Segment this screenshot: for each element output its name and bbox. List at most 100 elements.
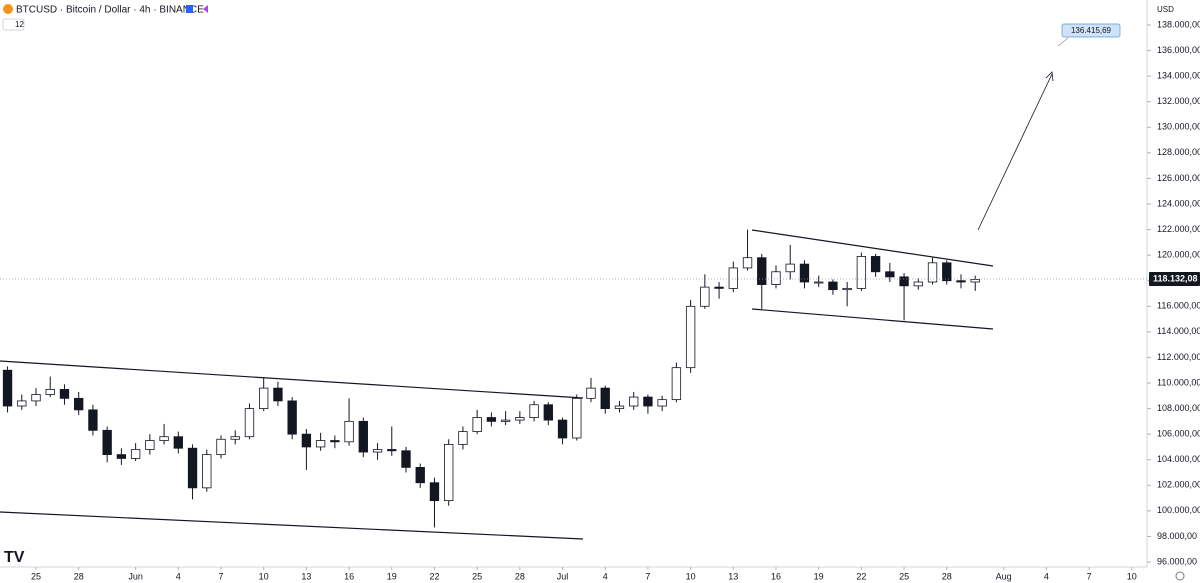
candle-body (159, 436, 169, 441)
candle-body (970, 279, 980, 283)
x-tick-label: Jun (128, 571, 143, 581)
candle-body (629, 396, 639, 407)
chart-title: BTCUSD · Bitcoin / Dollar · 4h · BINANCE (16, 5, 204, 16)
candle-body (728, 267, 738, 289)
candle-body (842, 287, 852, 291)
candle-body (259, 387, 269, 409)
candle-body (671, 367, 682, 401)
label-pointer (1057, 37, 1069, 47)
candle-body (273, 387, 283, 402)
candle-body (814, 281, 824, 284)
candle-body (828, 281, 838, 291)
flag-icon (186, 5, 193, 13)
y-tick-label: 108.000,00 (1157, 403, 1200, 413)
candle-body (685, 305, 696, 369)
y-tick-label: 116.000,00 (1157, 301, 1200, 311)
y-tick-label: 120.000,00 (1157, 250, 1200, 260)
logo: TV (4, 549, 25, 566)
candle-body (458, 431, 468, 445)
candle-body (657, 399, 667, 407)
candle-body (202, 454, 212, 489)
trendline (751, 308, 994, 330)
candle-body (130, 449, 141, 459)
x-tick-label: 19 (814, 571, 824, 581)
candle-body (59, 389, 70, 399)
arrow (977, 73, 1053, 231)
candle-body (301, 433, 312, 448)
candle-body (74, 397, 84, 411)
candle-body (401, 450, 411, 468)
candle-body (116, 454, 127, 459)
interval-badge[interactable]: 12 (15, 20, 24, 29)
candle-body (216, 438, 226, 456)
x-tick-label: 13 (728, 571, 738, 581)
candle-body (913, 281, 923, 287)
y-tick-label: 112.000,00 (1157, 352, 1200, 362)
y-tick-label: 136.000,00 (1157, 45, 1200, 55)
x-tick-label: 4 (1044, 571, 1049, 581)
candle-body (614, 405, 625, 409)
candle-body (557, 419, 568, 439)
candle-body (942, 262, 952, 282)
y-tick-label: 138.000,00 (1157, 19, 1200, 29)
x-tick-label: 16 (344, 571, 354, 581)
y-tick-label: 106.000,00 (1157, 429, 1200, 439)
x-tick-label: 25 (31, 571, 41, 581)
x-tick-label: 10 (686, 571, 696, 581)
last-price-label: 118.132,08 (1153, 273, 1198, 283)
candle-body (757, 257, 767, 285)
candle-body (771, 271, 781, 285)
x-tick-label: 7 (645, 571, 650, 581)
candle-body (742, 257, 753, 269)
candle-body (330, 440, 340, 443)
candle-body (572, 397, 582, 439)
last-price-box (1149, 272, 1200, 287)
candle-body (31, 394, 41, 402)
symbol-icon (3, 4, 13, 14)
x-tick-label: 7 (218, 571, 223, 581)
candle-body (515, 417, 525, 421)
candle-body (315, 440, 326, 448)
candle-body (486, 417, 497, 422)
candle-body (2, 369, 13, 407)
x-tick-label: 28 (942, 571, 952, 581)
y-tick-label: 126.000,00 (1157, 173, 1200, 183)
y-tick-label: 122.000,00 (1157, 224, 1200, 234)
share-icon (203, 5, 208, 13)
trendline (751, 229, 994, 267)
candle-body (372, 449, 383, 453)
candle-body (244, 408, 255, 438)
candle-body (927, 262, 938, 283)
x-tick-label: 25 (472, 571, 482, 581)
candle-body (899, 276, 909, 287)
x-tick-label: 28 (515, 571, 525, 581)
candle-body (799, 263, 810, 283)
y-tick-label: 132.000,00 (1157, 96, 1200, 106)
y-tick-label: 124.000,00 (1157, 198, 1200, 208)
y-tick-label: 134.000,00 (1157, 71, 1200, 81)
y-tick-label: 128.000,00 (1157, 147, 1200, 157)
y-tick-label: 102.000,00 (1157, 480, 1200, 490)
y-tick-label: 110.000,00 (1157, 377, 1200, 387)
x-tick-label: 7 (1087, 571, 1092, 581)
candle-body (714, 286, 724, 289)
candle-body (586, 387, 596, 399)
candle-body (287, 400, 297, 435)
candle-body (173, 436, 183, 449)
candle-body (88, 409, 98, 431)
candle-body (344, 420, 354, 443)
candle-body (600, 387, 610, 409)
x-tick-label: 25 (899, 571, 909, 581)
x-tick-label: 13 (301, 571, 311, 581)
candle-body (444, 443, 454, 502)
drawings (0, 37, 1069, 540)
interval-box[interactable] (2, 18, 25, 31)
candle-body (700, 286, 710, 307)
settings-icon[interactable] (1175, 571, 1185, 581)
candle-body (145, 440, 155, 450)
candle-body (102, 429, 112, 456)
x-tick-label: 16 (771, 571, 781, 581)
y-tick-label: 96.000,00 (1157, 556, 1197, 566)
x-tick-label: 28 (74, 571, 84, 581)
target-label: 136.415,69 (1071, 26, 1112, 35)
